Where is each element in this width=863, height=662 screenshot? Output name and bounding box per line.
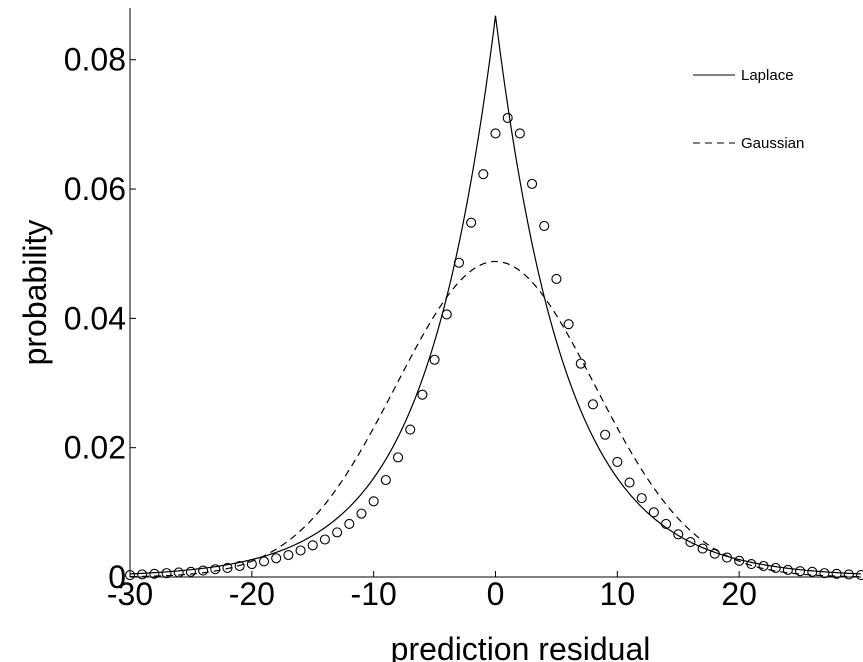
data-point <box>514 128 525 139</box>
data-point <box>429 354 440 365</box>
data-point <box>478 169 489 180</box>
data-point <box>697 543 708 554</box>
data-point <box>551 273 562 284</box>
data-point <box>490 128 501 139</box>
data-point <box>587 399 599 410</box>
data-point <box>246 559 257 570</box>
data-point <box>198 565 209 576</box>
y-axis-title: probability <box>17 220 53 366</box>
data-point <box>758 560 769 572</box>
data-point <box>661 518 672 530</box>
x-tick-label: 10 <box>600 576 636 612</box>
data-point <box>234 560 245 572</box>
data-point <box>344 518 355 530</box>
data-point <box>624 477 635 488</box>
data-point <box>332 527 343 538</box>
data-point <box>648 507 659 518</box>
data-point <box>368 496 379 507</box>
legend-label-gaussian: Gaussian <box>741 135 804 152</box>
curves <box>129 15 862 578</box>
data-point <box>222 562 233 573</box>
legend: Laplace Gaussian <box>693 67 804 152</box>
data-point <box>819 568 830 579</box>
data-point <box>746 559 757 570</box>
data-point <box>380 474 391 486</box>
data-point <box>782 564 793 575</box>
data-point <box>721 552 733 563</box>
legend-label-laplace: Laplace <box>741 67 794 84</box>
data-point <box>466 217 477 228</box>
ticks: 0 0.02 0.04 0.06 0.08 -30 -20 -10 0 10 20 <box>64 42 757 612</box>
x-tick-label: -20 <box>229 576 275 612</box>
data-point <box>210 564 221 575</box>
data-point <box>600 429 611 440</box>
data-point <box>258 556 270 567</box>
data-point <box>526 178 538 189</box>
y-tick-label: 0.02 <box>64 430 126 466</box>
data-point <box>356 508 367 519</box>
x-axis-title: prediction residual <box>391 631 651 662</box>
data-point <box>137 569 148 580</box>
x-tick-label: 20 <box>721 576 757 612</box>
y-tick-label: 0 <box>108 559 126 595</box>
axes <box>129 8 861 578</box>
data-point <box>502 112 513 123</box>
data-point <box>271 553 282 564</box>
data-point <box>685 537 696 548</box>
data-point <box>843 569 854 580</box>
data-point <box>673 529 684 540</box>
data-point <box>831 568 842 579</box>
y-tick-label: 0.04 <box>64 300 126 336</box>
x-tick-label: -30 <box>107 576 153 612</box>
data-point <box>612 456 623 467</box>
data-point <box>392 452 404 463</box>
data-point <box>441 309 452 320</box>
data-point <box>453 257 465 268</box>
data-point <box>539 220 550 231</box>
curve-laplace <box>129 15 862 575</box>
data-point <box>405 424 416 435</box>
data-point <box>709 548 720 559</box>
data-point <box>795 566 806 577</box>
data-point <box>563 319 574 330</box>
data-point <box>161 568 172 579</box>
x-tick-label: -10 <box>351 576 397 612</box>
data-point <box>295 545 306 556</box>
data-point <box>636 493 647 504</box>
curve-gaussian <box>129 260 862 578</box>
data-point <box>307 540 318 551</box>
data-point <box>149 568 160 579</box>
data-point <box>124 570 136 581</box>
data-point <box>855 570 863 581</box>
data-point <box>283 549 294 561</box>
y-tick-label: 0.08 <box>64 42 126 78</box>
data-point <box>185 566 196 577</box>
data-point <box>770 562 781 573</box>
data-point <box>807 566 818 577</box>
data-point <box>417 389 428 400</box>
data-point <box>734 555 745 566</box>
data-point <box>575 358 586 369</box>
y-tick-label: 0.06 <box>64 171 126 207</box>
data-point <box>319 534 330 545</box>
data-point <box>173 567 184 578</box>
markers <box>124 112 863 581</box>
x-tick-label: 0 <box>487 576 505 612</box>
